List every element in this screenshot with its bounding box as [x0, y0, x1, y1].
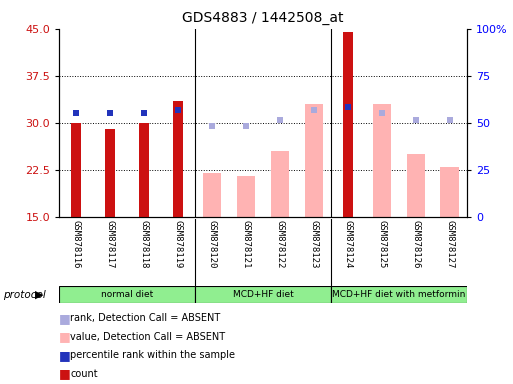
- Bar: [236, 176, 255, 217]
- FancyBboxPatch shape: [59, 286, 195, 303]
- Text: GSM878125: GSM878125: [378, 220, 386, 268]
- Text: GSM878118: GSM878118: [140, 220, 148, 268]
- Text: ■: ■: [60, 349, 71, 362]
- Text: MCD+HF diet: MCD+HF diet: [232, 290, 293, 299]
- Bar: [343, 32, 352, 217]
- Text: GSM878120: GSM878120: [207, 220, 216, 268]
- Text: ■: ■: [60, 367, 71, 380]
- Text: count: count: [70, 369, 98, 379]
- Bar: [270, 151, 289, 217]
- Bar: [406, 154, 425, 217]
- Text: ■: ■: [60, 312, 71, 325]
- Bar: [203, 173, 221, 217]
- Text: GSM878119: GSM878119: [173, 220, 183, 268]
- Bar: [173, 101, 183, 217]
- FancyBboxPatch shape: [195, 286, 331, 303]
- Text: GSM878122: GSM878122: [275, 220, 284, 268]
- Text: GSM878121: GSM878121: [242, 220, 250, 268]
- Bar: [139, 123, 149, 217]
- FancyBboxPatch shape: [331, 286, 467, 303]
- Text: GSM878116: GSM878116: [71, 220, 81, 268]
- Bar: [441, 167, 459, 217]
- Bar: [372, 104, 391, 217]
- Bar: [71, 123, 81, 217]
- Title: GDS4883 / 1442508_at: GDS4883 / 1442508_at: [182, 11, 344, 25]
- Text: rank, Detection Call = ABSENT: rank, Detection Call = ABSENT: [70, 313, 221, 323]
- Text: ■: ■: [60, 330, 71, 343]
- Text: normal diet: normal diet: [101, 290, 153, 299]
- Text: value, Detection Call = ABSENT: value, Detection Call = ABSENT: [70, 332, 225, 342]
- Text: GSM878117: GSM878117: [106, 220, 114, 268]
- Text: GSM878124: GSM878124: [343, 220, 352, 268]
- Bar: [105, 129, 115, 217]
- Text: percentile rank within the sample: percentile rank within the sample: [70, 350, 235, 360]
- Text: GSM878126: GSM878126: [411, 220, 420, 268]
- Text: protocol: protocol: [3, 290, 45, 300]
- Bar: [305, 104, 323, 217]
- Text: MCD+HF diet with metformin: MCD+HF diet with metformin: [332, 290, 465, 299]
- Text: GSM878123: GSM878123: [309, 220, 319, 268]
- Text: ▶: ▶: [35, 290, 44, 300]
- Text: GSM878127: GSM878127: [445, 220, 455, 268]
